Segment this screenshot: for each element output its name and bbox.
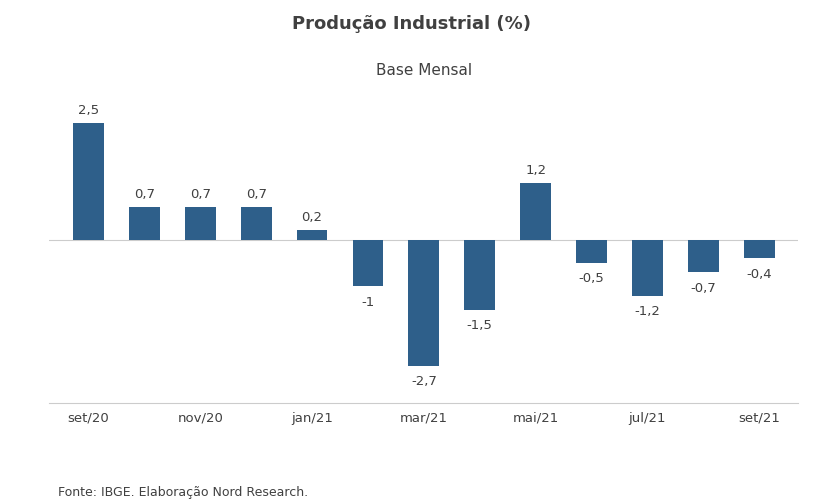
Text: -2,7: -2,7 xyxy=(411,375,437,388)
Text: 0,2: 0,2 xyxy=(301,211,323,224)
Bar xyxy=(241,207,272,239)
Text: -0,7: -0,7 xyxy=(690,282,716,295)
Text: Fonte: IBGE. Elaboração Nord Research.: Fonte: IBGE. Elaboração Nord Research. xyxy=(58,486,308,499)
Text: -1,5: -1,5 xyxy=(467,319,493,332)
Text: 1,2: 1,2 xyxy=(525,164,546,177)
Bar xyxy=(744,239,774,258)
Text: Produção Industrial (%): Produção Industrial (%) xyxy=(292,15,531,33)
Title: Base Mensal: Base Mensal xyxy=(376,63,472,78)
Bar xyxy=(464,239,495,309)
Bar xyxy=(520,183,551,239)
Bar xyxy=(297,230,328,239)
Bar xyxy=(352,239,384,286)
Text: -1,2: -1,2 xyxy=(635,305,660,318)
Text: -1: -1 xyxy=(361,296,374,308)
Bar xyxy=(73,122,104,239)
Text: 0,7: 0,7 xyxy=(246,188,267,201)
Bar xyxy=(129,207,160,239)
Bar xyxy=(632,239,663,296)
Bar xyxy=(408,239,439,366)
Text: -0,4: -0,4 xyxy=(746,268,772,281)
Text: 2,5: 2,5 xyxy=(78,104,99,116)
Bar xyxy=(576,239,607,263)
Text: 0,7: 0,7 xyxy=(190,188,211,201)
Text: 0,7: 0,7 xyxy=(134,188,155,201)
Text: -0,5: -0,5 xyxy=(579,272,604,285)
Bar xyxy=(688,239,718,272)
Bar xyxy=(185,207,216,239)
